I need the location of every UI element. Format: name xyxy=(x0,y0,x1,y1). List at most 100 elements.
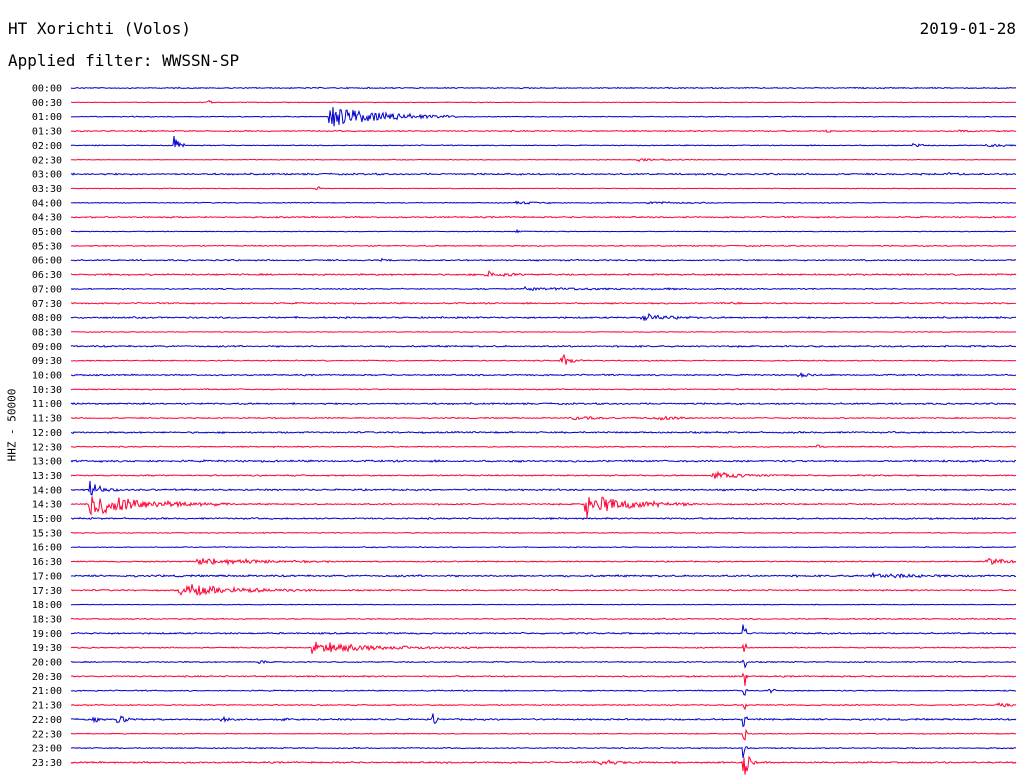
trace-line xyxy=(70,571,1017,579)
trace-line xyxy=(70,136,1017,148)
trace-line xyxy=(70,557,1017,566)
row-time-label: 01:30 xyxy=(32,127,62,138)
row-time-label: 15:30 xyxy=(32,528,62,539)
row-time-label: 21:30 xyxy=(32,701,62,712)
trace-line xyxy=(70,106,1017,127)
row-time-label: 01:00 xyxy=(32,112,62,123)
row-time-label: 06:30 xyxy=(32,270,62,281)
trace-line xyxy=(70,617,1017,621)
trace-line xyxy=(70,371,1017,379)
row-time-label: 14:30 xyxy=(32,500,62,511)
trace-line xyxy=(70,480,1017,496)
trace-line xyxy=(70,86,1017,90)
row-time-label: 11:30 xyxy=(32,414,62,425)
row-time-label: 22:00 xyxy=(32,715,62,726)
trace-line xyxy=(70,459,1017,463)
trace-line xyxy=(70,129,1016,133)
trace-line xyxy=(70,531,1017,535)
filter-label: Applied filter: WWSSN-SP xyxy=(8,51,240,70)
trace-line xyxy=(70,415,1016,421)
trace-line xyxy=(70,301,1017,305)
trace-line xyxy=(70,470,1017,479)
row-time-label: 03:30 xyxy=(32,184,62,195)
trace-line xyxy=(70,344,1017,349)
row-time-label: 06:00 xyxy=(32,256,62,267)
row-time-label: 13:00 xyxy=(32,457,62,468)
trace-line xyxy=(70,688,1017,696)
row-time-label: 13:30 xyxy=(32,471,62,482)
station-title: HT Xorichti (Volos) xyxy=(8,19,192,38)
row-time-label: 08:30 xyxy=(32,327,62,338)
row-time-label: 12:00 xyxy=(32,428,62,439)
row-time-label: 04:30 xyxy=(32,213,62,224)
trace-line xyxy=(70,401,1017,406)
trace-line xyxy=(70,312,1017,322)
row-time-label: 15:00 xyxy=(32,514,62,525)
trace-line xyxy=(70,728,1017,741)
trace-line xyxy=(70,702,1017,711)
trace-line xyxy=(70,215,1017,219)
trace-line xyxy=(70,353,1016,365)
trace-line xyxy=(70,746,1017,758)
row-time-label: 18:00 xyxy=(32,600,62,611)
row-time-label: 17:00 xyxy=(32,571,62,582)
row-time-label: 18:30 xyxy=(32,614,62,625)
trace-line xyxy=(70,388,1016,391)
trace-line xyxy=(70,200,1017,205)
row-time-label: 23:30 xyxy=(32,758,62,769)
trace-line xyxy=(70,257,1017,262)
row-time-label: 09:30 xyxy=(32,356,62,367)
row-time-label: 05:00 xyxy=(32,227,62,238)
trace-line xyxy=(70,157,1017,163)
row-time-label: 10:00 xyxy=(32,371,62,382)
row-time-label: 23:00 xyxy=(32,744,62,755)
trace-line xyxy=(70,603,1017,606)
row-time-label: 09:00 xyxy=(32,342,62,353)
trace-line xyxy=(71,99,1017,104)
row-time-label: 20:00 xyxy=(32,658,62,669)
record-date: 2019-01-28 xyxy=(919,19,1016,38)
row-time-label: 04:00 xyxy=(32,198,62,209)
trace-line xyxy=(70,546,1017,549)
trace-line xyxy=(70,171,1017,176)
row-time-label: 00:00 xyxy=(32,84,62,95)
trace-line xyxy=(70,430,1017,435)
trace-line xyxy=(70,713,1017,728)
row-time-label: 07:30 xyxy=(32,299,62,310)
row-time-label: 08:00 xyxy=(32,313,62,324)
row-time-label: 22:30 xyxy=(32,729,62,740)
trace-line xyxy=(70,659,1017,669)
trace-line xyxy=(70,516,1017,521)
row-time-label: 02:30 xyxy=(32,155,62,166)
trace-line xyxy=(70,496,1017,518)
row-time-label: 19:30 xyxy=(32,643,62,654)
trace-line xyxy=(70,641,1017,654)
row-time-label: 03:00 xyxy=(32,170,62,181)
row-time-label: 10:30 xyxy=(32,385,62,396)
trace-line xyxy=(70,584,1017,597)
row-time-label: 00:30 xyxy=(32,98,62,109)
row-time-label: 14:00 xyxy=(32,485,62,496)
trace-line xyxy=(70,672,1017,686)
row-time-label: 02:00 xyxy=(32,141,62,152)
row-time-label: 20:30 xyxy=(32,672,62,683)
row-time-label: 19:00 xyxy=(32,629,62,640)
trace-line xyxy=(70,755,1017,775)
row-time-label: 11:00 xyxy=(32,399,62,410)
trace-line xyxy=(70,186,1017,191)
trace-line xyxy=(70,624,1017,635)
trace-line xyxy=(70,285,1017,292)
row-time-label: 17:30 xyxy=(32,586,62,597)
trace-line xyxy=(71,331,1017,333)
row-time-label: 07:00 xyxy=(32,284,62,295)
trace-line xyxy=(70,270,1017,278)
row-time-label: 16:30 xyxy=(32,557,62,568)
row-time-label: 16:00 xyxy=(32,543,62,554)
trace-line xyxy=(70,244,1017,248)
row-time-label: 12:30 xyxy=(32,442,62,453)
trace-line xyxy=(71,444,1017,449)
trace-line xyxy=(70,228,1017,234)
row-time-label: 21:00 xyxy=(32,686,62,697)
row-time-label: 05:30 xyxy=(32,241,62,252)
